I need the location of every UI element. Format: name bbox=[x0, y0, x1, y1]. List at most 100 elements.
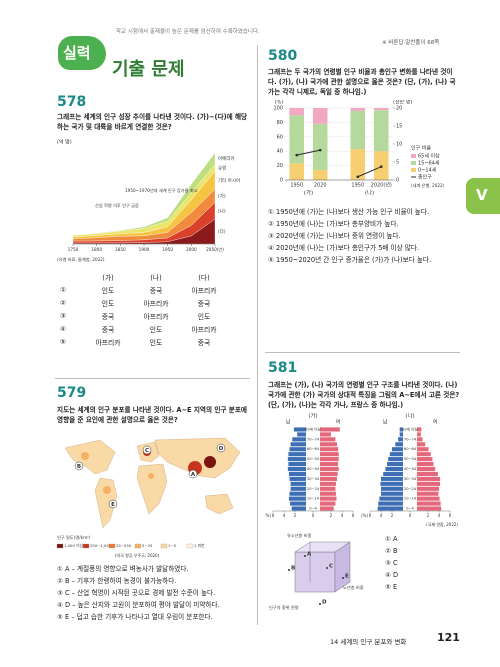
choice: ② B – 기후가 한랭하여 농경이 불가능하다. bbox=[57, 577, 177, 585]
source: (미국 항공 우주국, 2020) bbox=[115, 552, 160, 558]
bar-segment bbox=[312, 108, 328, 124]
bar bbox=[417, 496, 440, 501]
region-label: C bbox=[145, 448, 149, 454]
point bbox=[304, 555, 306, 557]
source: (세계 은행, 2022) bbox=[411, 182, 445, 189]
legend-label: 1,000 이상 bbox=[64, 543, 84, 548]
bar bbox=[290, 486, 306, 491]
bar bbox=[320, 461, 339, 467]
cell: 인도 bbox=[149, 338, 163, 347]
bar bbox=[417, 491, 439, 496]
x-tick-label: 2050(년) bbox=[206, 246, 224, 252]
cell: ③ bbox=[60, 311, 67, 320]
density-spot bbox=[81, 452, 89, 460]
age-label: 60~64 bbox=[404, 447, 417, 451]
point bbox=[326, 567, 328, 569]
point bbox=[288, 569, 290, 571]
bar bbox=[417, 437, 423, 442]
bar bbox=[320, 476, 338, 481]
axis-label: 노년층 비중 bbox=[343, 584, 364, 591]
bar bbox=[385, 466, 403, 472]
bar bbox=[320, 447, 339, 452]
bar bbox=[389, 452, 403, 457]
x-tick-label: 2 bbox=[294, 513, 297, 518]
divider bbox=[265, 352, 460, 353]
age-label: 0~4 bbox=[309, 507, 317, 511]
bar bbox=[399, 427, 403, 432]
series-label: (가) bbox=[218, 192, 226, 199]
bar-segment bbox=[350, 108, 366, 111]
bar bbox=[417, 486, 439, 491]
x-tick-label: 1950 bbox=[162, 247, 173, 252]
x-tick-label: 2 bbox=[391, 513, 394, 518]
bar bbox=[417, 466, 436, 472]
choice: ④ D – 높은 산지와 고원이 분포하여 평야 발달이 미약하다. bbox=[57, 601, 220, 609]
age-label: 30~34 bbox=[307, 477, 320, 481]
y-tick-label: 0 bbox=[280, 178, 283, 184]
bar bbox=[288, 471, 306, 477]
age-label: 20~24 bbox=[307, 487, 320, 491]
cell: ② bbox=[60, 298, 67, 307]
line bbox=[357, 166, 382, 178]
cell: 중국 bbox=[197, 338, 211, 347]
choices: ① 1950년에 (가)는 (나)보다 생산 가능 인구 비율이 높다. ② 19… bbox=[268, 206, 463, 266]
bar bbox=[320, 437, 336, 442]
question-text: 그래프는 세계의 인구 성장 추이를 나타낸 것이다. (가)~(다)에 해당하… bbox=[57, 113, 248, 131]
age-label: 70~74 bbox=[404, 437, 417, 441]
y-tick-label: 40 bbox=[277, 149, 283, 155]
choice: ① A – 계절풍의 영향으로 벼농사가 발달하였다. bbox=[57, 565, 189, 573]
choice: ④ 2020년에 (나)는 (가)보다 총인구가 5배 이상 많다. bbox=[268, 244, 420, 252]
age-label: 70~74 bbox=[307, 437, 320, 441]
label-circle bbox=[142, 445, 152, 455]
x-tick-label: 1800 bbox=[91, 247, 102, 252]
point bbox=[318, 148, 322, 152]
series-label: (다) bbox=[218, 228, 226, 235]
legend-swatch bbox=[134, 543, 142, 549]
line bbox=[296, 149, 321, 156]
bar bbox=[292, 437, 306, 442]
bar bbox=[417, 476, 441, 481]
legend-label: 25~250 bbox=[116, 543, 132, 548]
group-label: (가) bbox=[304, 189, 313, 197]
bar bbox=[381, 491, 403, 496]
answer-ref: ※ 바른답·알찬풀이 68쪽 bbox=[382, 40, 440, 46]
bar bbox=[297, 432, 306, 437]
x-tick-label: 6 bbox=[352, 513, 355, 518]
x-tick-label: 1950 bbox=[290, 183, 303, 189]
x-tick-label: 6 bbox=[272, 513, 275, 518]
bar-segment bbox=[373, 108, 389, 111]
legend-label: 총인구 bbox=[418, 174, 432, 181]
bar bbox=[320, 457, 339, 462]
density-spot bbox=[204, 456, 216, 468]
question-text: 그래프는 두 국가의 연령별 인구 비율과 총인구 변화를 나타낸 것이다. (… bbox=[268, 68, 456, 96]
age-label: 10~14 bbox=[307, 497, 320, 501]
bar bbox=[417, 501, 441, 506]
y-tick-label: 20 bbox=[277, 163, 283, 169]
label-circle bbox=[188, 469, 198, 479]
land bbox=[94, 477, 118, 529]
choice: ① 1950년에 (가)는 (나)보다 생산 가능 인구 비율이 높다. bbox=[268, 208, 430, 216]
bar bbox=[320, 496, 337, 501]
bar bbox=[378, 501, 403, 506]
bar bbox=[379, 496, 403, 501]
choice: ② 1950년에 (나)는 (가)보다 총부양비가 높다. bbox=[268, 220, 399, 228]
question-number: 579 bbox=[57, 385, 87, 401]
cell: 중국 bbox=[101, 325, 115, 334]
cell: 중국 bbox=[101, 312, 115, 321]
series-label: (나) bbox=[218, 207, 226, 214]
annotation: 산업 혁명 이후 인구 급증 bbox=[95, 202, 139, 209]
x-tick-label: 2020(년) bbox=[371, 182, 392, 189]
y-label: (%) bbox=[275, 100, 284, 106]
choices: ① A ② B ③ C ④ D ⑤ E bbox=[385, 533, 445, 593]
bar bbox=[287, 466, 306, 472]
area-chart: (다) (나) (가) 기타 아시아 유럽 아메리카 1750 1800 1850 1900 195… bbox=[57, 139, 241, 264]
bar bbox=[392, 447, 403, 452]
point-label: D bbox=[322, 600, 327, 606]
x-unit: (%) bbox=[265, 513, 271, 518]
panel-title: (가) bbox=[308, 413, 317, 420]
point bbox=[356, 175, 360, 179]
region-label: E bbox=[111, 502, 115, 508]
cell: 인도 bbox=[149, 325, 163, 334]
